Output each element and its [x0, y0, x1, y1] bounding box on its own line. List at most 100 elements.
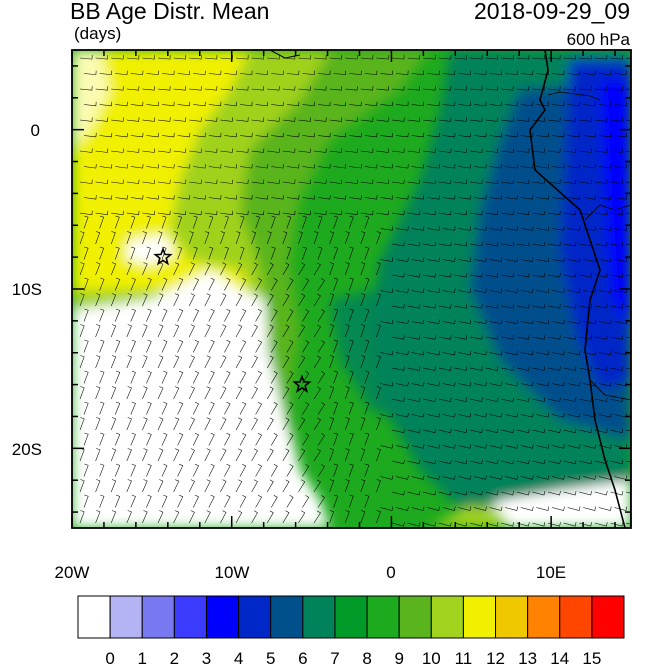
wind-barb	[266, 448, 274, 462]
wind-barb	[317, 278, 325, 291]
wind-barb	[427, 319, 440, 325]
wind-barb	[411, 101, 425, 107]
wind-barb	[313, 55, 327, 60]
wind-barb	[598, 164, 612, 169]
wind-barb	[505, 444, 518, 449]
wind-barb	[532, 459, 546, 465]
wind-barb	[364, 370, 370, 384]
wind-barb	[551, 101, 565, 107]
wind-barb	[567, 475, 581, 480]
wind-barb	[501, 241, 514, 247]
wind-barb	[520, 350, 534, 356]
map-datetime: 2018-09-29_09	[473, 0, 630, 24]
wind-barb	[536, 413, 550, 418]
wind-barb	[458, 506, 472, 511]
wind-barb	[173, 262, 180, 276]
wind-barb	[442, 226, 456, 231]
wind-barb	[157, 231, 163, 245]
wind-barb	[177, 164, 191, 169]
wind-barb	[302, 309, 310, 322]
wind-barb	[594, 86, 608, 91]
wind-barb	[329, 148, 343, 153]
wind-barb	[146, 432, 152, 446]
wind-barb	[189, 86, 202, 91]
wind-barb	[438, 148, 452, 153]
wind-barb	[376, 479, 381, 493]
wind-barb	[364, 463, 370, 477]
wind-barb	[270, 215, 276, 229]
wind-barb	[505, 70, 518, 75]
wind-barb	[110, 293, 117, 307]
wind-barb	[192, 308, 199, 322]
wind-barb	[266, 417, 274, 431]
wind-barb	[360, 86, 374, 91]
wind-barb	[161, 164, 175, 169]
wind-barb	[458, 101, 471, 107]
wind-barb	[95, 293, 101, 307]
wind-barb	[255, 195, 269, 200]
wind-barb	[376, 148, 389, 153]
wind-barb	[142, 417, 148, 431]
wind-barb	[204, 417, 211, 431]
wind-barb	[364, 164, 378, 169]
wind-barb	[505, 413, 518, 418]
wind-barbs	[79, 55, 631, 527]
wind-barb	[427, 195, 440, 200]
wind-barb	[610, 459, 624, 465]
wind-barb	[115, 195, 128, 200]
wind-barb	[188, 231, 194, 245]
wind-barb	[271, 101, 284, 107]
wind-barb	[224, 339, 231, 353]
wind-barb	[313, 479, 321, 493]
wind-barb	[173, 179, 187, 184]
wind-barb	[395, 444, 409, 449]
wind-barb	[364, 215, 370, 229]
wind-barb	[270, 277, 278, 291]
wind-barb	[583, 382, 596, 387]
wind-barb	[380, 413, 394, 418]
wind-barb	[173, 355, 180, 369]
wind-barb	[188, 448, 195, 462]
wind-barb	[380, 195, 393, 200]
wind-barb	[302, 195, 315, 200]
wind-barb	[177, 70, 191, 75]
wind-barb	[220, 324, 227, 338]
wind-barb	[489, 350, 503, 356]
colorbar-label: 2	[170, 649, 179, 667]
wind-barb	[204, 262, 211, 276]
wind-barb	[111, 179, 124, 184]
wind-barb	[95, 179, 109, 184]
wind-barb	[423, 273, 436, 278]
wind-barb	[473, 101, 487, 107]
colorbar-label: 5	[266, 649, 275, 667]
wind-barb	[395, 101, 409, 107]
wind-barb	[220, 510, 227, 524]
wind-barb	[395, 257, 409, 262]
wind-barb	[532, 179, 545, 184]
wind-barb	[614, 475, 628, 480]
wind-barb	[348, 308, 354, 322]
wind-barb	[266, 231, 272, 245]
wind-barb	[298, 355, 306, 369]
wind-barb	[126, 210, 140, 216]
wind-barb	[348, 277, 354, 291]
wind-barb	[286, 132, 300, 138]
wind-barb	[251, 55, 265, 60]
wind-barb	[251, 510, 258, 524]
wind-barb	[157, 117, 171, 122]
wind-barb	[251, 210, 265, 216]
wind-barb	[99, 277, 105, 291]
wind-barb	[177, 132, 191, 138]
wind-barb	[551, 195, 565, 200]
colorbar-swatch	[302, 595, 336, 639]
wind-barb	[598, 226, 612, 231]
wind-barb	[579, 273, 592, 278]
wind-barb	[505, 288, 518, 293]
colorbar-label: 7	[330, 649, 339, 667]
wind-barb	[583, 506, 596, 511]
wind-barb	[235, 210, 249, 216]
wind-barb	[473, 164, 487, 169]
wind-barb	[317, 340, 325, 353]
colorbar-swatch	[495, 595, 529, 639]
wind-barb	[329, 117, 343, 122]
